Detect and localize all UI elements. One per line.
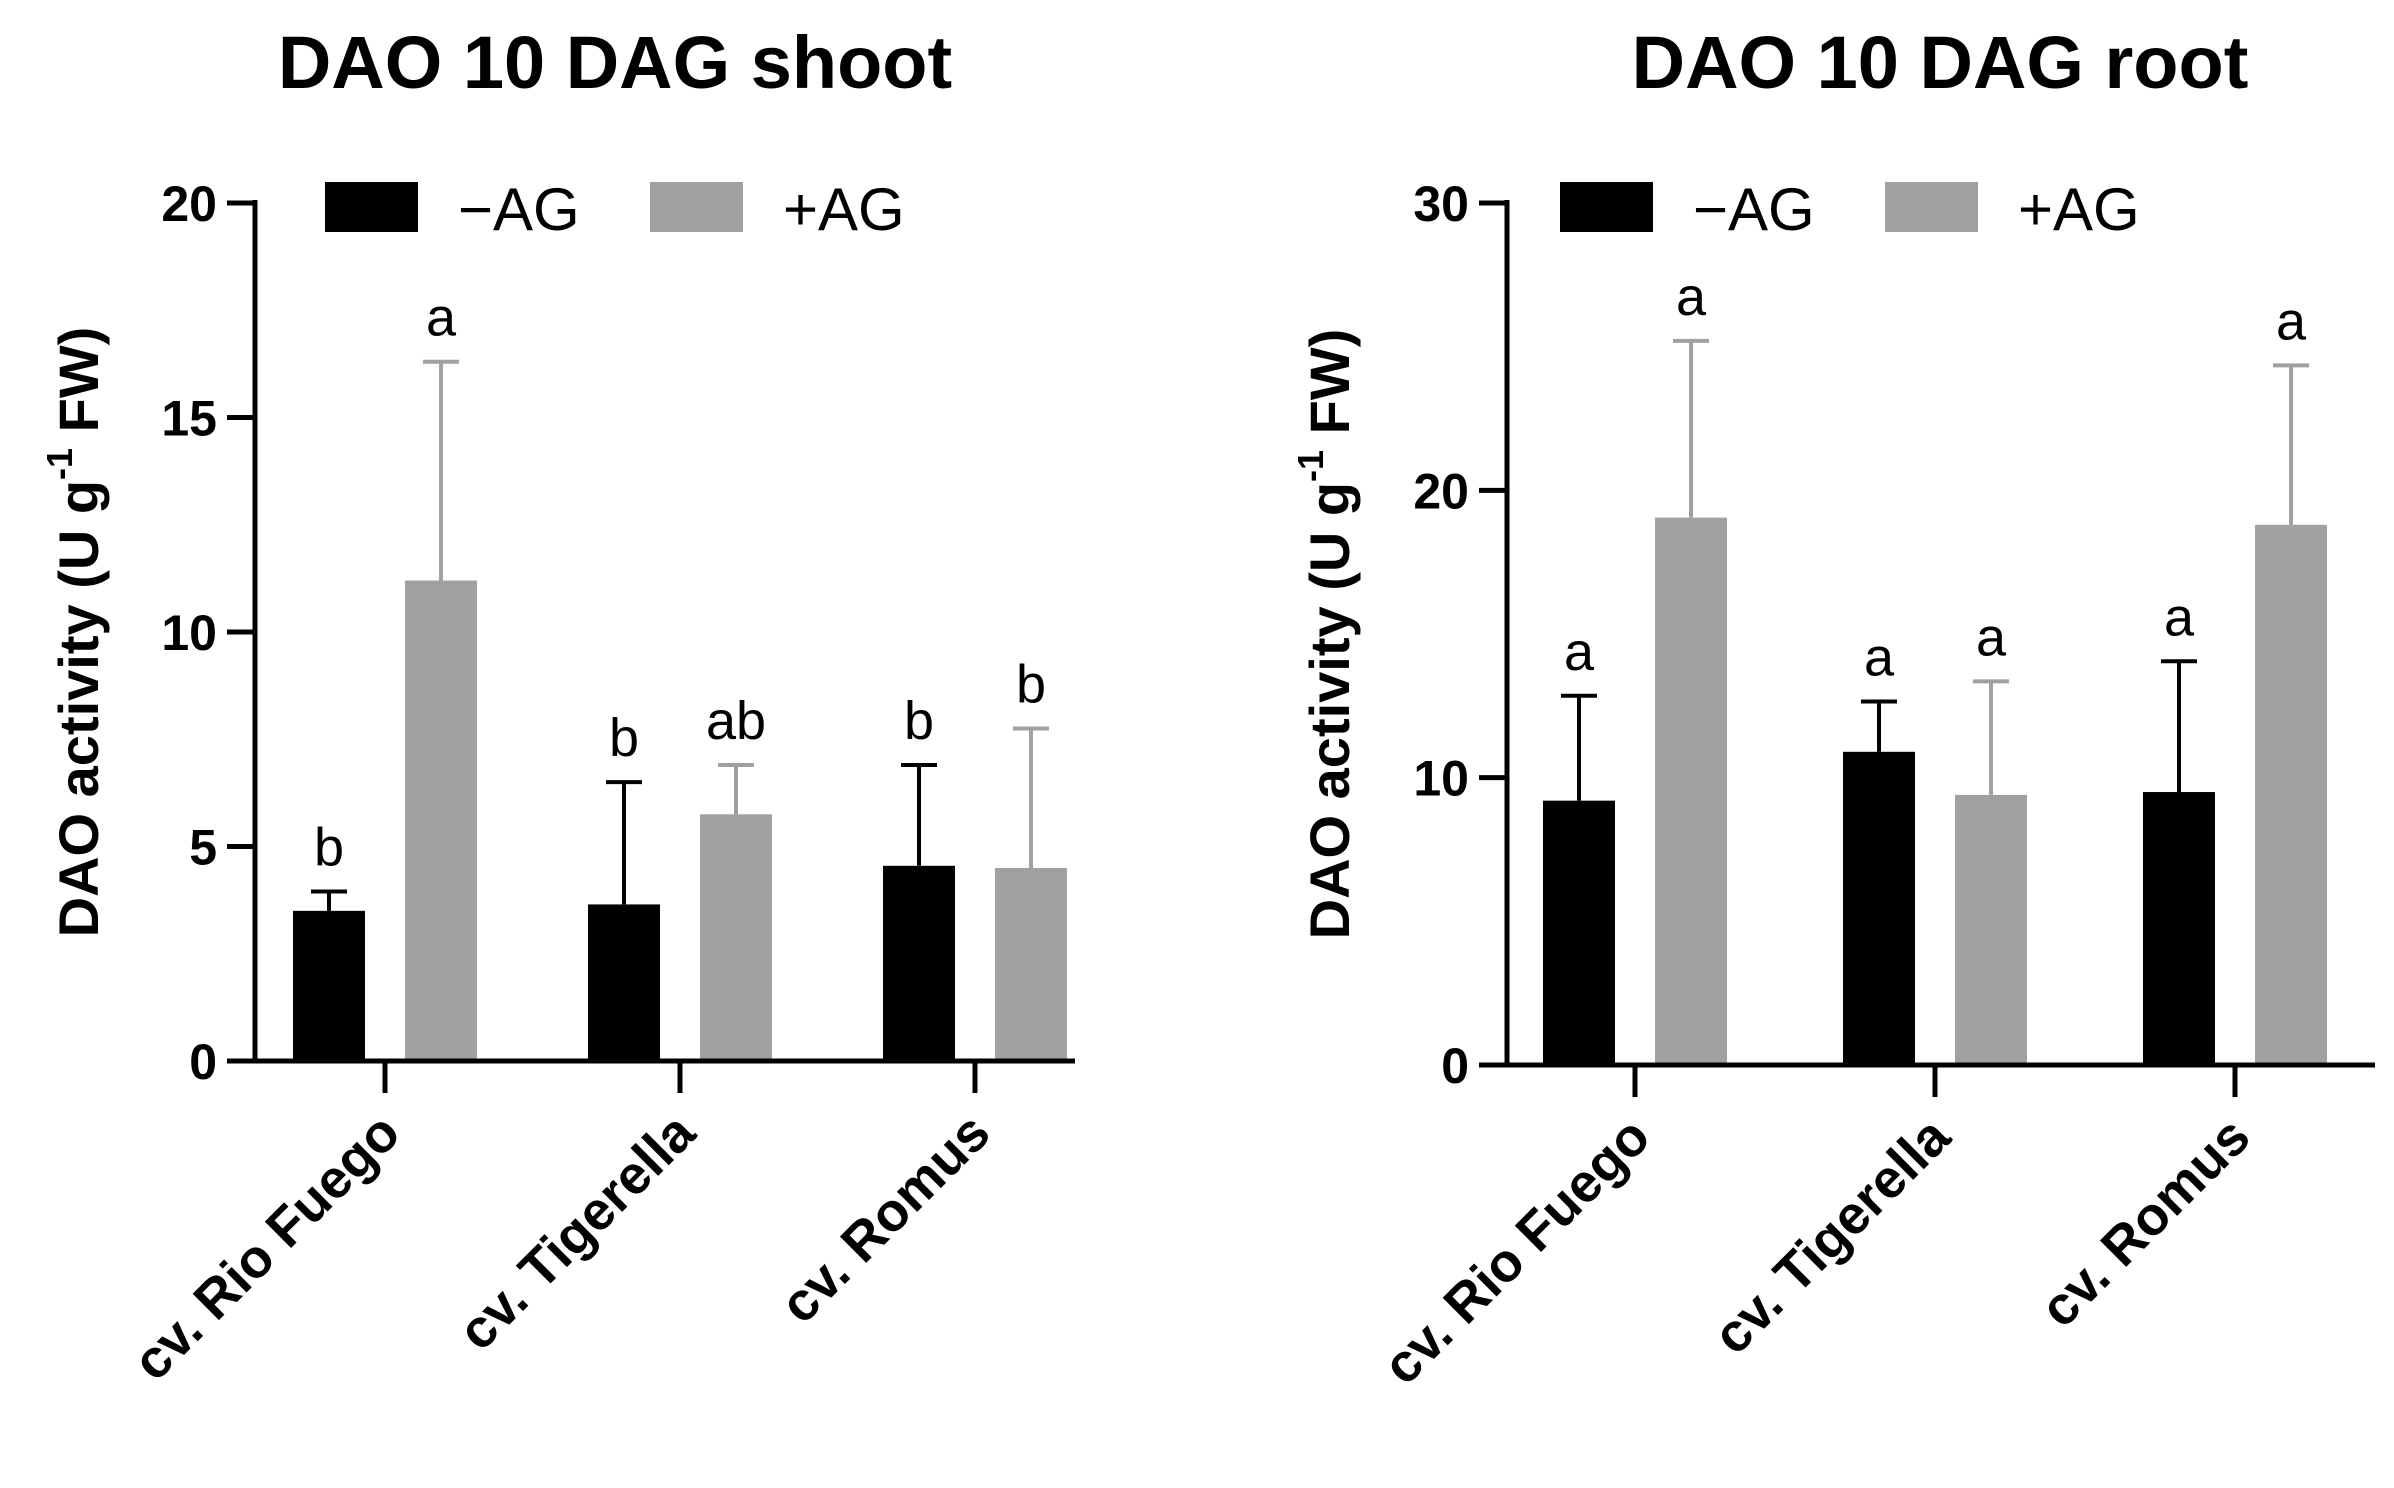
chart-shoot: DAO 10 DAG shoot DAO activity (U g-1 FW) b… [39,21,1075,1392]
significance-label: b [1016,655,1046,715]
y-axis-label-text: DAO activity (U g [1298,482,1361,939]
significance-label: b [904,691,934,751]
y-axis-label-suffix: FW) [47,327,110,448]
bar [1543,800,1615,1065]
legend-swatch [1560,182,1653,232]
bar [700,814,772,1061]
significance-label: b [609,708,639,768]
y-axis-label-superscript: -1 [39,448,80,480]
significance-label: a [1976,607,2007,667]
legend-label: −AG [458,176,580,243]
significance-label: a [1564,622,1595,682]
y-axis-label-suffix: FW) [1298,329,1361,450]
legend-label: −AG [1693,176,1815,243]
y-axis-label: DAO activity (U g-1 FW) [39,327,110,938]
y-axis-label-superscript: -1 [1290,450,1331,482]
y-tick-label: 30 [1413,176,1469,232]
bar [1655,517,1727,1065]
bar [588,904,660,1061]
significance-label: ab [706,691,766,751]
significance-label: a [1676,267,1707,327]
bar [883,865,955,1061]
legend-swatch [1885,182,1978,232]
chart-root: DAO 10 DAG root DAO activity (U g-1 FW) a a… [1290,21,2375,1396]
bar [2143,792,2215,1065]
y-tick-label: 20 [1413,463,1469,519]
y-tick-label: 5 [189,820,217,876]
legend-label: +AG [783,176,905,243]
significance-label: a [2164,587,2195,647]
y-tick-label: 0 [1441,1038,1469,1094]
bar [1955,794,2027,1065]
y-tick-label: 15 [161,391,217,447]
bar [995,867,1067,1061]
y-axis-label: DAO activity (U g-1 FW) [1290,329,1361,940]
x-tick-label: cv. Tigerella [447,1101,707,1361]
bar [405,580,477,1061]
significance-label: a [426,288,457,348]
significance-label: a [2276,291,2307,351]
x-tick-label: cv. Romus [2029,1106,2262,1339]
legend-label: +AG [2018,176,2140,243]
x-tick-label: cv. Tigerella [1702,1105,1962,1365]
chart-title: DAO 10 DAG shoot [278,21,952,104]
x-tick-label: cv. Rio Fuego [1372,1106,1662,1396]
y-tick-label: 10 [1413,751,1469,807]
significance-label: b [314,818,344,878]
y-tick-label: 0 [189,1034,217,1090]
bar [1843,751,1915,1065]
significance-label: a [1864,628,1895,688]
y-tick-label: 10 [161,605,217,661]
chart-title: DAO 10 DAG root [1632,21,2249,104]
y-axis-label-text: DAO activity (U g [47,480,110,937]
x-tick-label: cv. Rio Fuego [122,1102,412,1392]
bar [293,910,365,1061]
legend-swatch [650,182,743,232]
bar [2255,524,2327,1065]
legend-swatch [325,182,418,232]
x-tick-label: cv. Romus [769,1102,1002,1335]
y-tick-label: 20 [161,176,217,232]
